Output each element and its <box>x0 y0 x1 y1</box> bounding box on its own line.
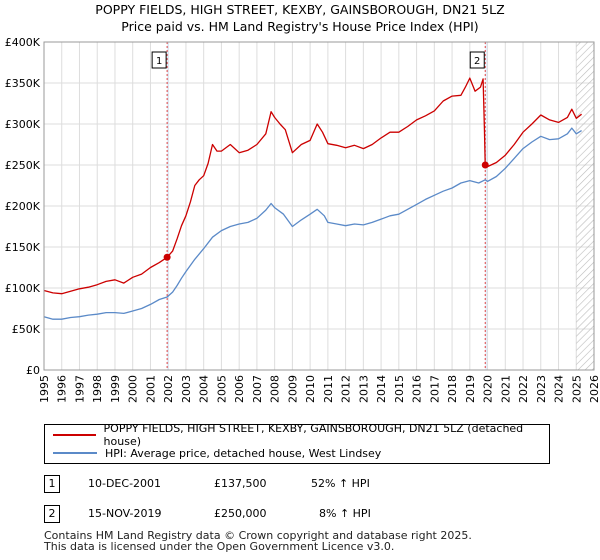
x-tick-label-2001: 2001 <box>144 375 157 403</box>
x-tick-label-2021: 2021 <box>499 375 512 403</box>
x-tick-label-2024: 2024 <box>553 375 566 403</box>
y-tick-label-0: £0 <box>26 364 40 377</box>
x-tick-label-2023: 2023 <box>535 375 548 403</box>
sale-price-1: £137,500 <box>214 477 267 490</box>
x-tick-label-2000: 2000 <box>127 375 140 403</box>
legend-line-hpi <box>53 452 97 454</box>
y-tick-label-1: £50K <box>12 323 41 336</box>
plot-border <box>43 41 595 371</box>
y-tick-label-8: £400K <box>5 36 41 49</box>
sale-hpi-1: 52% ↑ HPI <box>311 477 370 490</box>
x-tick-label-1997: 1997 <box>73 375 86 403</box>
sale-price-2: £250,000 <box>214 507 267 520</box>
x-tick-label-2004: 2004 <box>198 375 211 403</box>
legend-line-property <box>53 434 96 436</box>
sale-label-text-1: 1 <box>156 56 162 67</box>
sale-hpi-2: 8% ↑ HPI <box>319 507 371 520</box>
series-line-hpi <box>43 127 582 320</box>
sale-period-shade-2 <box>485 42 488 370</box>
x-tick-label-1999: 1999 <box>109 375 122 403</box>
y-tick-label-4: £200K <box>5 200 41 213</box>
x-tick-label-2019: 2019 <box>464 375 477 403</box>
sale-point-2 <box>481 161 489 169</box>
sale-label-box-2 <box>469 51 485 69</box>
footer-line-1: Contains HM Land Registry data © Crown c… <box>44 529 472 542</box>
legend-item-hpi: HPI: Average price, detached house, West… <box>53 444 381 462</box>
x-tick-label-2017: 2017 <box>428 375 441 403</box>
footer-line-2: This data is licensed under the Open Gov… <box>44 540 395 553</box>
x-tick-label-2007: 2007 <box>251 375 264 403</box>
x-tick-label-1995: 1995 <box>38 375 51 403</box>
x-tick-label-2015: 2015 <box>393 375 406 403</box>
x-tick-label-2003: 2003 <box>180 375 193 403</box>
x-tick-label-2013: 2013 <box>357 375 370 403</box>
price-chart: 1 2 £0 £50K £100K £150K £200K £250K £300K £350K £4… <box>5 36 600 403</box>
x-tick-label-2016: 2016 <box>411 375 424 403</box>
x-tick-label-2018: 2018 <box>446 375 459 403</box>
x-tick-label-2014: 2014 <box>375 375 388 403</box>
legend: POPPY FIELDS, HIGH STREET, KEXBY, GAINSB… <box>44 422 550 464</box>
x-tick-label-1996: 1996 <box>56 375 69 403</box>
y-tick-label-2: £100K <box>5 282 41 295</box>
sale-period-shade-1 <box>167 42 170 370</box>
x-tick-label-2010: 2010 <box>304 375 317 403</box>
x-tick-label-2025: 2025 <box>570 375 583 403</box>
x-tick-label-2020: 2020 <box>482 375 495 403</box>
sale-date-1: 10-DEC-2001 <box>88 477 162 490</box>
x-tick-label-2009: 2009 <box>286 375 299 403</box>
x-tick-label-2008: 2008 <box>269 375 282 403</box>
sale-badge-1: 1 <box>44 475 60 493</box>
x-tick-label-2002: 2002 <box>162 375 175 403</box>
y-tick-label-6: £300K <box>5 118 41 131</box>
legend-label-hpi: HPI: Average price, detached house, West… <box>105 446 382 460</box>
x-tick-label-2005: 2005 <box>215 375 228 403</box>
chart-title: POPPY FIELDS, HIGH STREET, KEXBY, GAINSB… <box>95 2 505 17</box>
x-tick-label-2011: 2011 <box>322 375 335 403</box>
sale-point-1 <box>163 253 171 261</box>
x-tick-label-2026: 2026 <box>588 375 600 403</box>
x-tick-label-2006: 2006 <box>233 375 246 403</box>
forecast-hatch <box>576 42 594 370</box>
sale-badge-2: 2 <box>44 505 60 523</box>
sale-label-text-2: 2 <box>474 56 480 67</box>
y-tick-label-7: £350K <box>5 77 41 90</box>
footer: Contains HM Land Registry data © Crown c… <box>44 530 472 552</box>
y-tick-label-5: £250K <box>5 159 41 172</box>
x-tick-label-2022: 2022 <box>517 375 530 403</box>
x-tick-label-2012: 2012 <box>340 375 353 403</box>
y-tick-label-3: £150K <box>5 241 41 254</box>
legend-label-property: POPPY FIELDS, HIGH STREET, KEXBY, GAINSB… <box>103 422 524 448</box>
x-tick-label-1998: 1998 <box>91 375 104 403</box>
sale-label-box-1 <box>151 51 167 69</box>
sale-date-2: 15-NOV-2019 <box>88 507 162 520</box>
chart-subtitle: Price paid vs. HM Land Registry's House … <box>121 19 479 34</box>
legend-item-property: POPPY FIELDS, HIGH STREET, KEXBY, GAINSB… <box>53 422 549 448</box>
